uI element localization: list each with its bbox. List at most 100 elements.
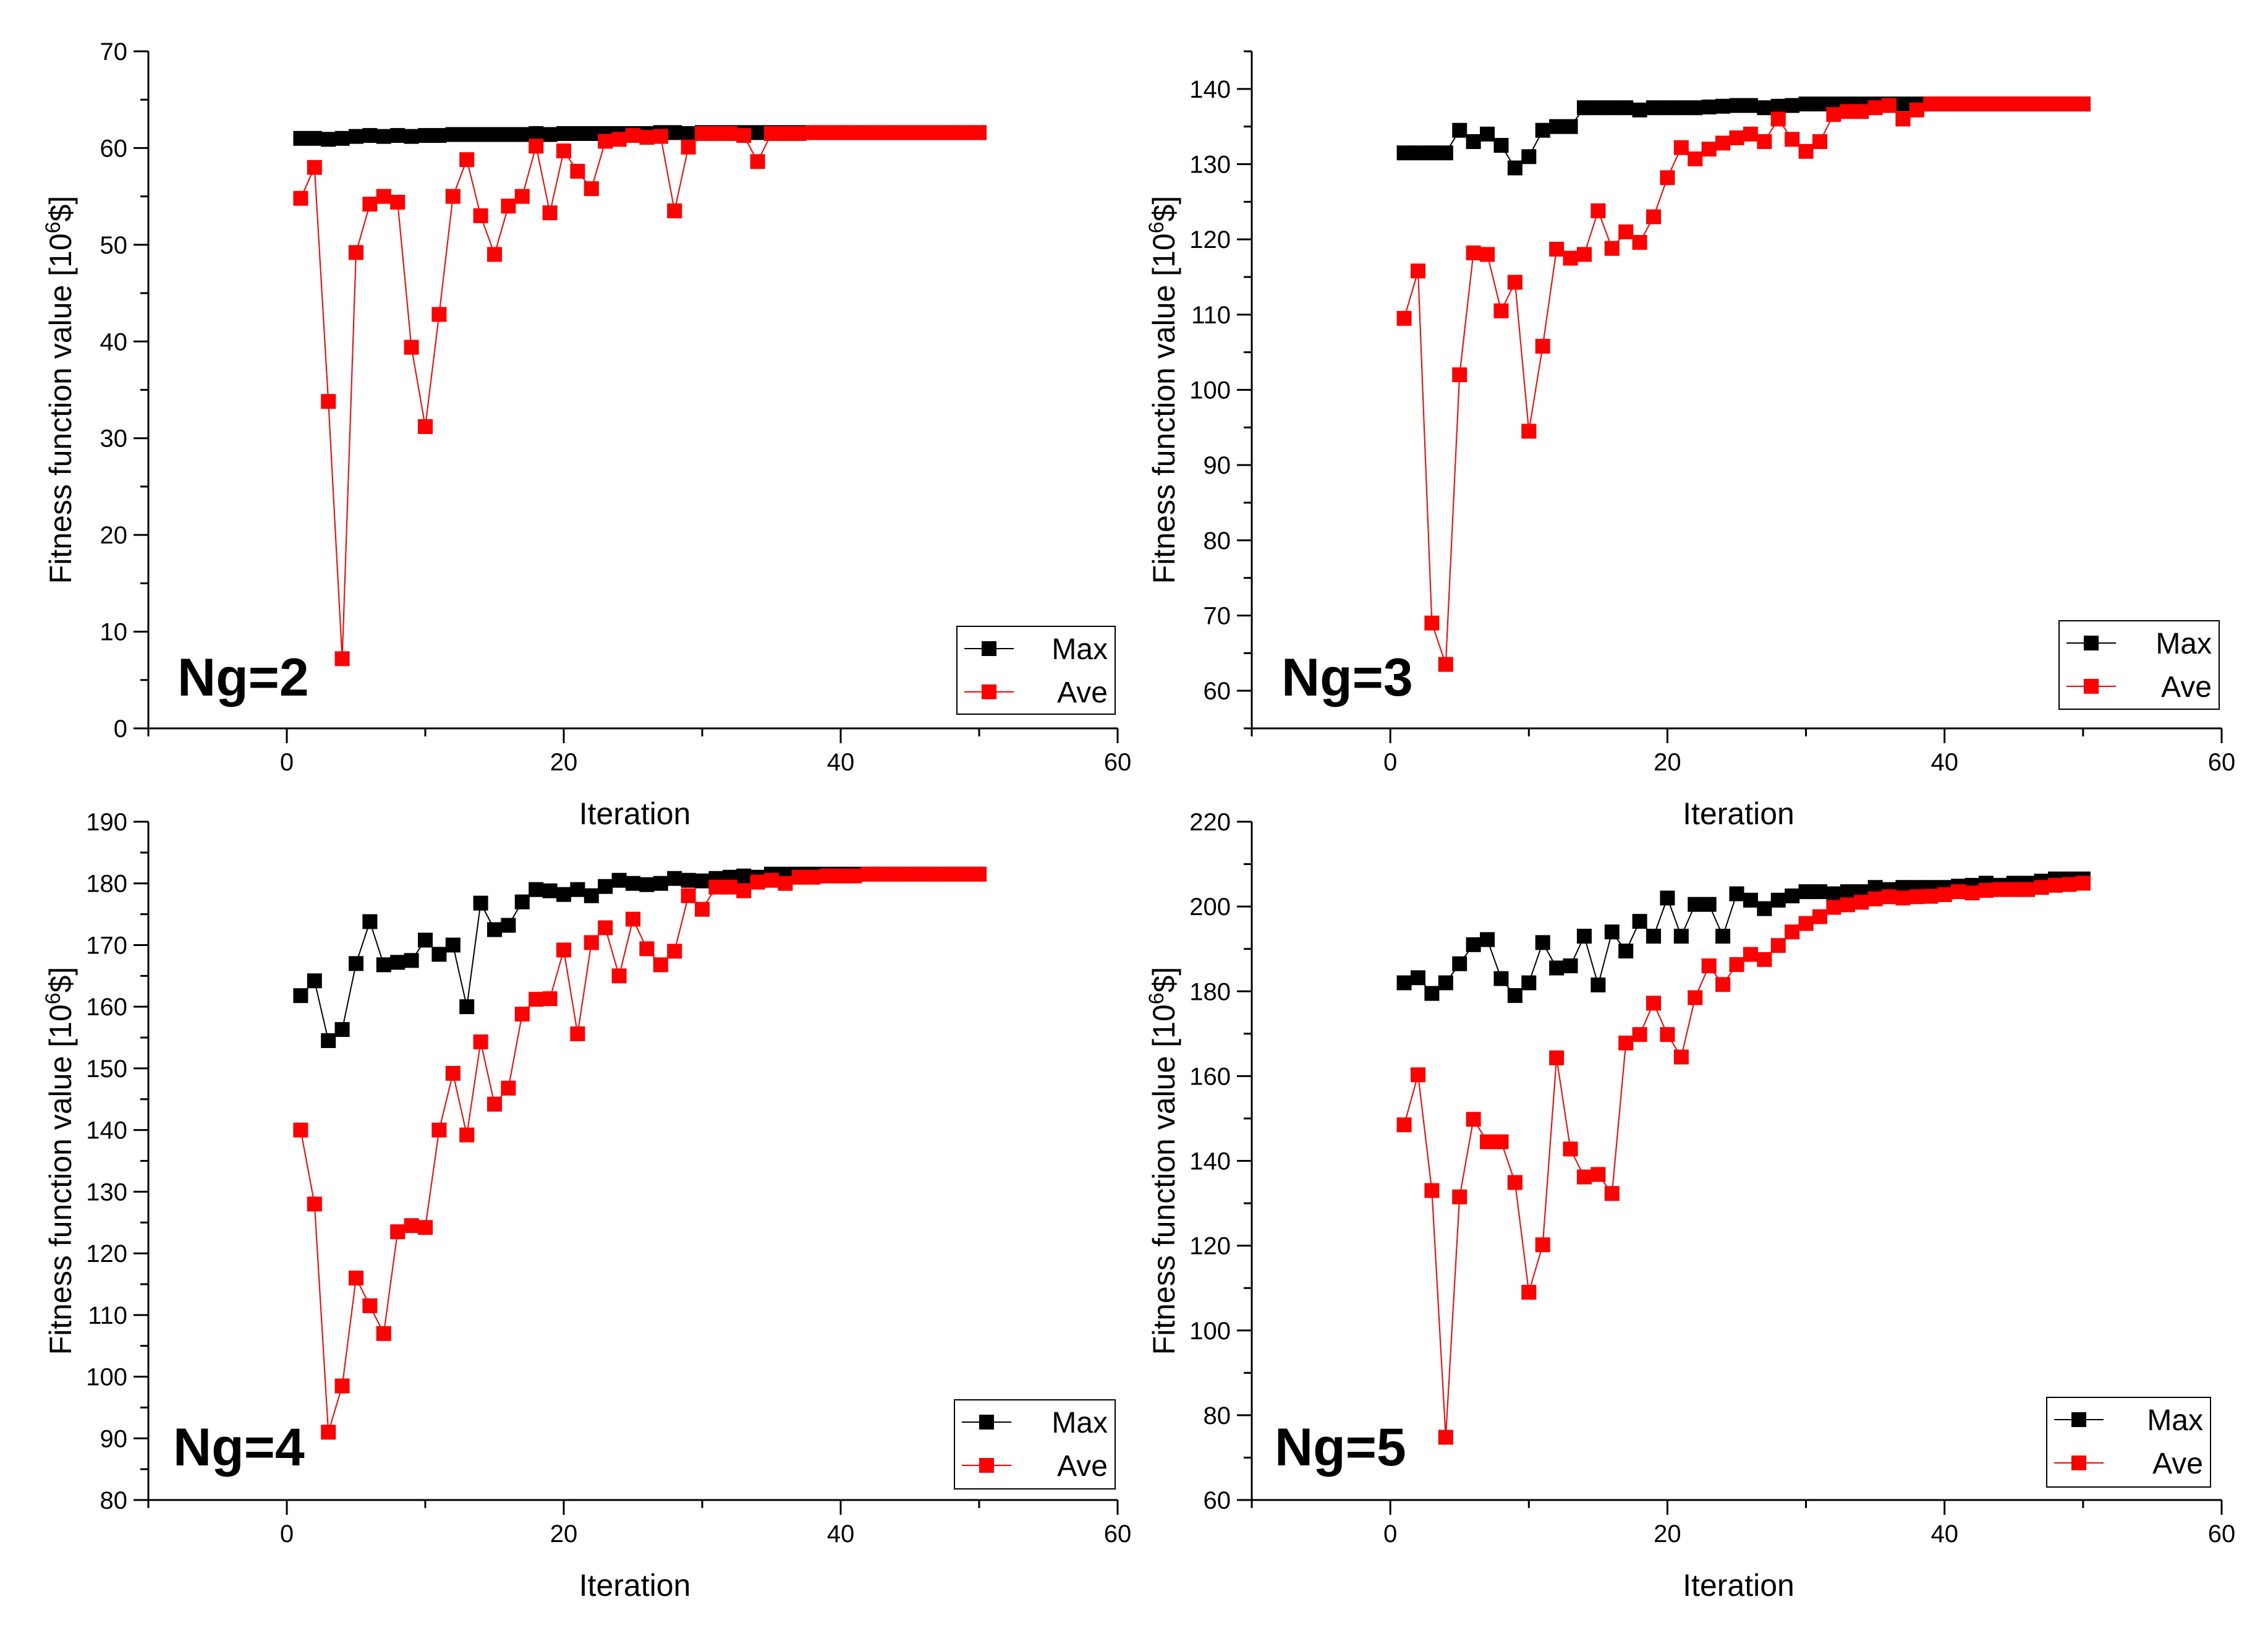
data-point-ave — [349, 1270, 363, 1285]
data-point-max — [1480, 126, 1495, 142]
x-tick-label: 0 — [1383, 1520, 1397, 1548]
data-point-max — [293, 130, 308, 146]
data-point-ave — [1937, 887, 1952, 902]
data-point-ave — [529, 992, 544, 1007]
data-point-max — [1798, 96, 1814, 112]
data-point-ave — [1854, 895, 1869, 910]
data-point-max — [1452, 956, 1467, 971]
data-point-ave — [750, 154, 765, 169]
data-point-ave — [639, 130, 655, 145]
x-tick-label: 0 — [1383, 749, 1397, 776]
y-tick-label: 120 — [1189, 1233, 1231, 1260]
data-point-max — [1646, 929, 1662, 944]
data-point-ave — [1882, 98, 1897, 113]
data-point-ave — [1535, 338, 1550, 354]
data-point-max — [667, 125, 682, 140]
data-point-ave — [334, 1378, 350, 1394]
data-point-max — [626, 876, 640, 891]
panel-label: Ng=2 — [177, 648, 309, 707]
data-point-ave — [1729, 957, 1744, 973]
y-tick-label: 130 — [86, 1178, 127, 1206]
x-tick-label: 20 — [550, 749, 578, 776]
data-point-max — [1424, 145, 1440, 161]
data-point-ave — [2034, 880, 2049, 895]
data-point-ave — [2020, 96, 2036, 112]
data-point-max — [1812, 884, 1827, 900]
data-point-ave — [584, 181, 599, 197]
data-point-ave — [418, 419, 433, 434]
chart-panel-2: 0 20 40 60 60 70 80 90 100 110 120 130 140 Iteration F… — [1145, 50, 2235, 831]
data-point-ave — [1882, 889, 1897, 905]
y-tick-label: 110 — [1191, 302, 1231, 329]
data-point-ave — [681, 888, 696, 903]
x-tick-label: 20 — [550, 1520, 578, 1548]
x-tick-label: 60 — [1104, 1520, 1132, 1548]
data-point-max — [1576, 929, 1592, 944]
data-point-max — [1798, 884, 1814, 900]
data-point-ave — [958, 866, 973, 882]
data-point-max — [1729, 98, 1744, 113]
data-point-max — [473, 127, 488, 142]
data-point-max — [1396, 975, 1412, 991]
data-point-ave — [1673, 140, 1689, 155]
data-point-ave — [584, 935, 599, 950]
data-point-ave — [1396, 310, 1412, 326]
data-point-ave — [805, 125, 821, 140]
data-point-ave — [293, 190, 308, 206]
data-point-ave — [459, 1127, 475, 1143]
data-point-max — [1410, 970, 1425, 986]
data-point-ave — [1438, 657, 1453, 672]
data-point-max — [584, 126, 599, 141]
data-point-max — [307, 973, 322, 989]
x-tick-label: 0 — [280, 749, 294, 776]
legend-label-ave: Ave — [1057, 1450, 1108, 1483]
y-tick-label: 140 — [1189, 1148, 1231, 1175]
y-tick-label: 110 — [88, 1302, 127, 1329]
data-point-max — [1507, 160, 1523, 176]
x-tick-label: 40 — [827, 749, 855, 776]
y-tick-label: 100 — [1189, 1318, 1231, 1345]
x-axis-label: Iteration — [1683, 796, 1794, 831]
data-point-ave — [362, 197, 378, 212]
data-point-ave — [847, 868, 862, 884]
data-point-max — [349, 129, 363, 144]
data-point-ave — [1507, 1175, 1523, 1190]
data-point-max — [459, 999, 475, 1015]
data-point-max — [1521, 975, 1537, 991]
data-point-max — [1715, 929, 1731, 944]
data-point-ave — [930, 866, 945, 882]
data-point-ave — [487, 1096, 502, 1112]
data-point-ave — [2048, 96, 2063, 112]
data-point-max — [1549, 119, 1565, 134]
data-point-ave — [1507, 275, 1523, 290]
panel-label: Ng=3 — [1281, 648, 1413, 707]
data-point-max — [736, 868, 752, 884]
data-point-ave — [2048, 877, 2063, 893]
data-point-ave — [1535, 1237, 1550, 1253]
y-axis-label: Fitness function value [106$] — [1145, 196, 1181, 584]
chart-panel-3: 0 20 40 60 80 90 100 110 120 130 140 150 160 170 180 19… — [41, 809, 1131, 1603]
y-axis-label: Fitness function value [106$] — [41, 196, 78, 584]
y-tick-label: 70 — [1204, 603, 1231, 630]
data-point-max — [501, 127, 516, 142]
y-tick-label: 160 — [86, 994, 127, 1021]
data-point-ave — [418, 1220, 433, 1235]
data-point-max — [431, 128, 447, 143]
y-tick-label: 80 — [1204, 1402, 1231, 1430]
data-point-ave — [556, 942, 571, 958]
legend-label-max: Max — [1051, 633, 1108, 666]
data-point-max — [1673, 100, 1689, 116]
data-point-ave — [404, 339, 419, 355]
data-point-ave — [1785, 132, 1800, 147]
data-point-ave — [1604, 241, 1620, 256]
data-point-ave — [875, 125, 890, 140]
data-point-ave — [2034, 96, 2049, 112]
legend-label-ave: Ave — [1057, 676, 1108, 709]
data-point-max — [1812, 96, 1827, 112]
data-point-ave — [321, 394, 336, 409]
y-tick-label: 150 — [86, 1055, 127, 1083]
data-point-max — [1729, 886, 1744, 901]
legend-marker-max — [979, 1415, 994, 1430]
data-point-ave — [819, 868, 835, 884]
data-point-max — [487, 922, 502, 937]
